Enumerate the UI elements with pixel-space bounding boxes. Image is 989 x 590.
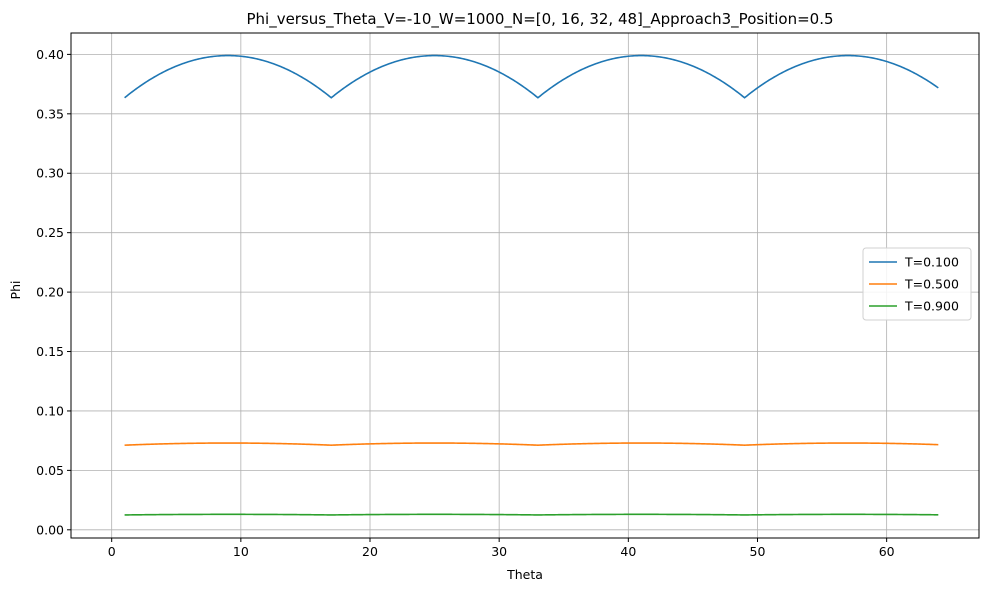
x-tick-label: 30 bbox=[491, 544, 507, 559]
x-tick-label: 10 bbox=[233, 544, 249, 559]
x-tick-label: 0 bbox=[108, 544, 116, 559]
plot-frame bbox=[70, 32, 980, 539]
x-axis-label: Theta bbox=[506, 567, 543, 582]
x-tick-label: 40 bbox=[620, 544, 636, 559]
legend-label: T=0.500 bbox=[904, 277, 959, 292]
x-tick-label: 50 bbox=[750, 544, 766, 559]
series-lines bbox=[124, 54, 939, 516]
legend-box bbox=[862, 247, 972, 321]
legend: T=0.100 T=0.500 T=0.900 bbox=[862, 247, 972, 321]
y-tick-label: 0.10 bbox=[36, 403, 64, 418]
y-tick-label: 0.15 bbox=[36, 344, 64, 359]
grid bbox=[71, 33, 979, 538]
y-tick-label: 0.25 bbox=[36, 225, 64, 240]
y-tick-label: 0.40 bbox=[36, 47, 64, 62]
y-tick-label: 0.35 bbox=[36, 106, 64, 121]
series-line bbox=[124, 513, 939, 516]
legend-label: T=0.100 bbox=[904, 255, 959, 270]
series-line bbox=[124, 54, 939, 99]
legend-label: T=0.900 bbox=[904, 299, 959, 314]
y-tick-label: 0.30 bbox=[36, 166, 64, 181]
y-tick-label: 0.05 bbox=[36, 463, 64, 478]
y-axis-label: Phi bbox=[8, 281, 23, 300]
y-tick-label: 0.20 bbox=[36, 285, 64, 300]
y-tick-label: 0.00 bbox=[36, 522, 64, 537]
x-tick-label: 20 bbox=[362, 544, 378, 559]
chart-title: Phi_versus_Theta_V=-10_W=1000_N=[0, 16, … bbox=[246, 10, 833, 29]
axis-ticks: 0 10 20 30 40 50 60 0.00 0.05 0.10 0.15 0.20 0.25 0.3… bbox=[36, 47, 894, 559]
x-tick-label: 60 bbox=[879, 544, 895, 559]
series-line bbox=[124, 442, 939, 446]
